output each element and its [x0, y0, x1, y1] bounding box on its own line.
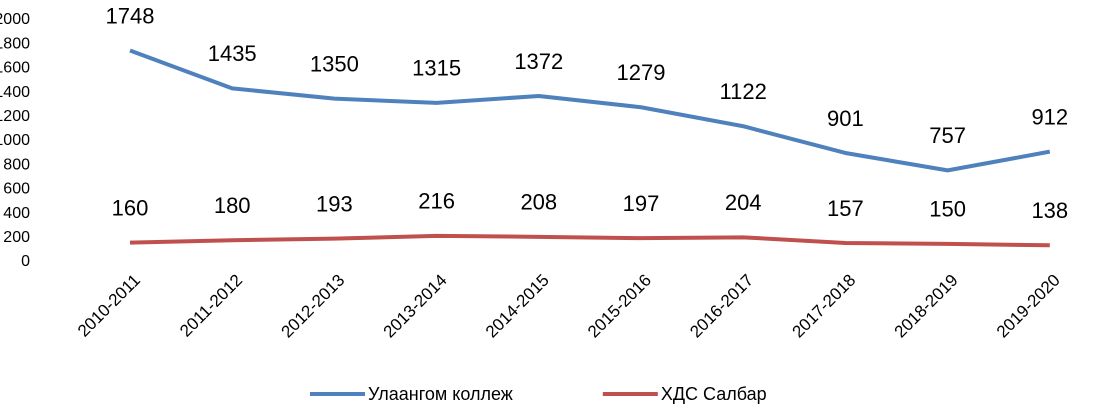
y-tick-label: 600: [3, 181, 30, 198]
data-label: 138: [1031, 198, 1068, 223]
data-label: 901: [827, 106, 864, 131]
data-label: 1279: [617, 60, 666, 85]
y-tick-label: 1000: [0, 132, 30, 149]
data-label: 216: [418, 189, 455, 214]
legend-label: ХДС Салбар: [661, 384, 767, 404]
y-tick-label: 400: [3, 205, 30, 222]
x-tick-label: 2019-2020: [993, 271, 1064, 342]
x-tick-label: 2016-2017: [686, 271, 757, 342]
data-label: 193: [316, 191, 353, 216]
data-label: 912: [1031, 104, 1068, 129]
series-line: [129, 233, 1050, 248]
y-tick-label: 800: [3, 156, 30, 173]
data-label: 1122: [720, 79, 767, 104]
data-label: 160: [112, 195, 149, 220]
data-label: 197: [623, 191, 660, 216]
y-tick-label: 1200: [0, 108, 30, 125]
data-label: 157: [827, 196, 864, 221]
data-label: 180: [214, 193, 251, 218]
legend-label: Улаангом коллеж: [368, 384, 513, 404]
y-tick-label: 1800: [0, 35, 30, 52]
x-tick-label: 2015-2016: [584, 271, 655, 342]
data-label: 208: [520, 190, 557, 215]
x-tick-label: 2018-2019: [891, 271, 962, 342]
x-tick-label: 2011-2012: [176, 271, 246, 341]
data-label: 1435: [208, 41, 257, 66]
y-tick-label: 0: [21, 253, 30, 270]
y-tick-label: 200: [3, 229, 30, 246]
y-tick-label: 1600: [0, 60, 30, 77]
y-tick-label: 2000: [0, 11, 30, 28]
data-label: 1315: [412, 56, 461, 81]
x-tick-label: 2010-2011: [74, 271, 144, 341]
data-label: 757: [929, 123, 966, 148]
series-line: [129, 48, 1051, 173]
data-label: 1748: [106, 3, 155, 28]
data-label: 204: [725, 190, 762, 215]
data-label: 1372: [514, 49, 563, 74]
y-tick-label: 1400: [0, 84, 30, 101]
x-tick-label: 2017-2018: [788, 271, 859, 342]
x-tick-label: 2013-2014: [380, 271, 451, 342]
x-tick-label: 2014-2015: [482, 271, 553, 342]
data-label: 150: [929, 197, 966, 222]
x-tick-label: 2012-2013: [277, 271, 348, 342]
data-label: 1350: [310, 51, 359, 76]
